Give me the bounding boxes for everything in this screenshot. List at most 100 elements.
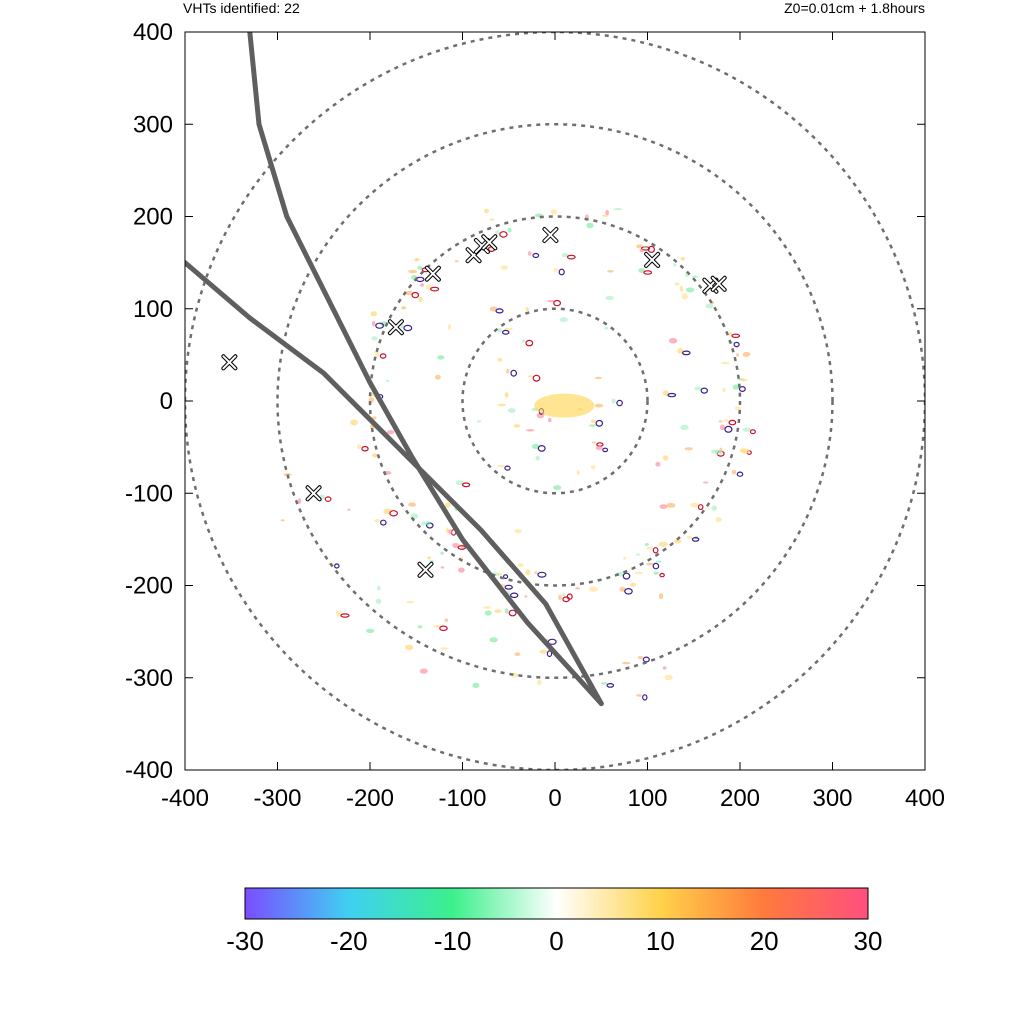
field-speckle [434, 374, 441, 380]
field-speckle [525, 307, 529, 312]
y-tick-label: 400 [133, 19, 173, 46]
vorticity-contour [647, 245, 656, 253]
colorbar-tick-label: 30 [854, 926, 883, 956]
range-ring [368, 215, 742, 587]
field-speckle [452, 543, 460, 548]
vorticity-contour [624, 587, 633, 595]
vorticity-contour [361, 445, 369, 452]
field-speckle [636, 553, 641, 556]
field-speckle [686, 535, 693, 540]
vorticity-contour [510, 592, 519, 599]
x-tick-label: 200 [720, 785, 760, 812]
field-speckle [639, 248, 644, 253]
field-speckle [489, 306, 498, 312]
field-speckle [546, 300, 556, 303]
field-speckle [484, 208, 490, 214]
range-ring [461, 307, 649, 495]
field-speckle [638, 268, 646, 273]
field-speckle [525, 429, 535, 432]
field-speckle [602, 214, 609, 217]
colorbar-ticks: -30 -20 -10 0 10 20 30 [226, 926, 882, 956]
field-speckle [720, 361, 730, 365]
field-speckle [562, 593, 566, 597]
vorticity-contour [659, 572, 665, 578]
x-tick-label: -300 [253, 785, 301, 812]
field-speckle [705, 303, 714, 309]
vht-count-label: VHTs identified: 22 [183, 0, 300, 16]
vorticity-contour [681, 350, 691, 356]
vorticity-contour [697, 504, 704, 511]
vorticity-contour [324, 496, 332, 502]
storm-track [185, 260, 604, 707]
y-tick-label: 300 [133, 111, 173, 138]
field-speckle [497, 403, 506, 407]
vorticity-contour [731, 333, 741, 338]
field-speckle [401, 306, 407, 310]
vorticity-contour [606, 683, 615, 688]
field-speckle [623, 556, 627, 560]
field-speckle [589, 586, 598, 592]
field-speckle [425, 284, 432, 290]
field-speckle [736, 353, 740, 357]
field-speckle [680, 285, 683, 292]
field-speckle [673, 539, 682, 544]
field-speckle [550, 209, 558, 215]
field-speckle [524, 595, 528, 598]
field-speckle [637, 655, 643, 660]
field-speckle [680, 425, 689, 430]
field-speckle [576, 470, 580, 475]
field-speckle [553, 268, 559, 272]
vorticity-contour [403, 324, 413, 332]
field-speckle [444, 618, 449, 622]
field-speckle [655, 461, 661, 467]
field-speckle [357, 444, 361, 450]
vorticity-contour [749, 429, 756, 435]
field-speckle [691, 275, 699, 279]
field-speckle [605, 209, 609, 216]
vorticity-contour [667, 392, 677, 398]
field-speckle [408, 269, 417, 274]
vorticity-contour [622, 572, 631, 580]
field-speckle [590, 465, 596, 470]
field-speckle [630, 582, 636, 587]
field-speckle [690, 502, 699, 508]
field-speckle [484, 610, 492, 616]
field-speckle [506, 368, 510, 374]
x-tick-label: -100 [438, 785, 486, 812]
vorticity-contour [642, 656, 650, 663]
field-speckle [658, 593, 664, 600]
field-speckle [607, 270, 614, 273]
field-speckle [588, 424, 597, 427]
vorticity-contour [616, 399, 623, 407]
run-info-label: Z0=0.01cm + 1.8hours [784, 0, 925, 16]
vorticity-contour [652, 562, 660, 570]
x-tick-label: -200 [346, 785, 394, 812]
field-speckle [594, 376, 602, 380]
field-speckle [619, 586, 626, 592]
y-tick-label: -400 [125, 757, 173, 784]
vorticity-contour [504, 465, 511, 471]
field-speckle [722, 387, 726, 393]
vorticity-contour [566, 254, 576, 260]
field-speckle [528, 251, 532, 256]
vht-marker [542, 227, 559, 243]
field-speckle [548, 417, 552, 423]
x-tick-label: 300 [812, 785, 852, 812]
field-speckle [662, 666, 667, 670]
field-speckle [644, 543, 649, 546]
field-speckle [375, 598, 382, 604]
colorbar-tick-label: -30 [226, 926, 264, 956]
field-speckle [681, 293, 688, 300]
field-speckle [418, 296, 423, 302]
field-speckle [653, 571, 659, 575]
vorticity-contour [532, 252, 540, 259]
vorticity-contour [602, 447, 609, 453]
vht-marker [221, 354, 238, 371]
field-speckle [703, 481, 709, 484]
field-speckle [685, 287, 695, 293]
field-speckle [472, 682, 480, 689]
field-speckle [427, 556, 432, 560]
field-speckle [586, 222, 594, 229]
field-speckle [673, 263, 677, 267]
field-speckle [559, 317, 568, 323]
